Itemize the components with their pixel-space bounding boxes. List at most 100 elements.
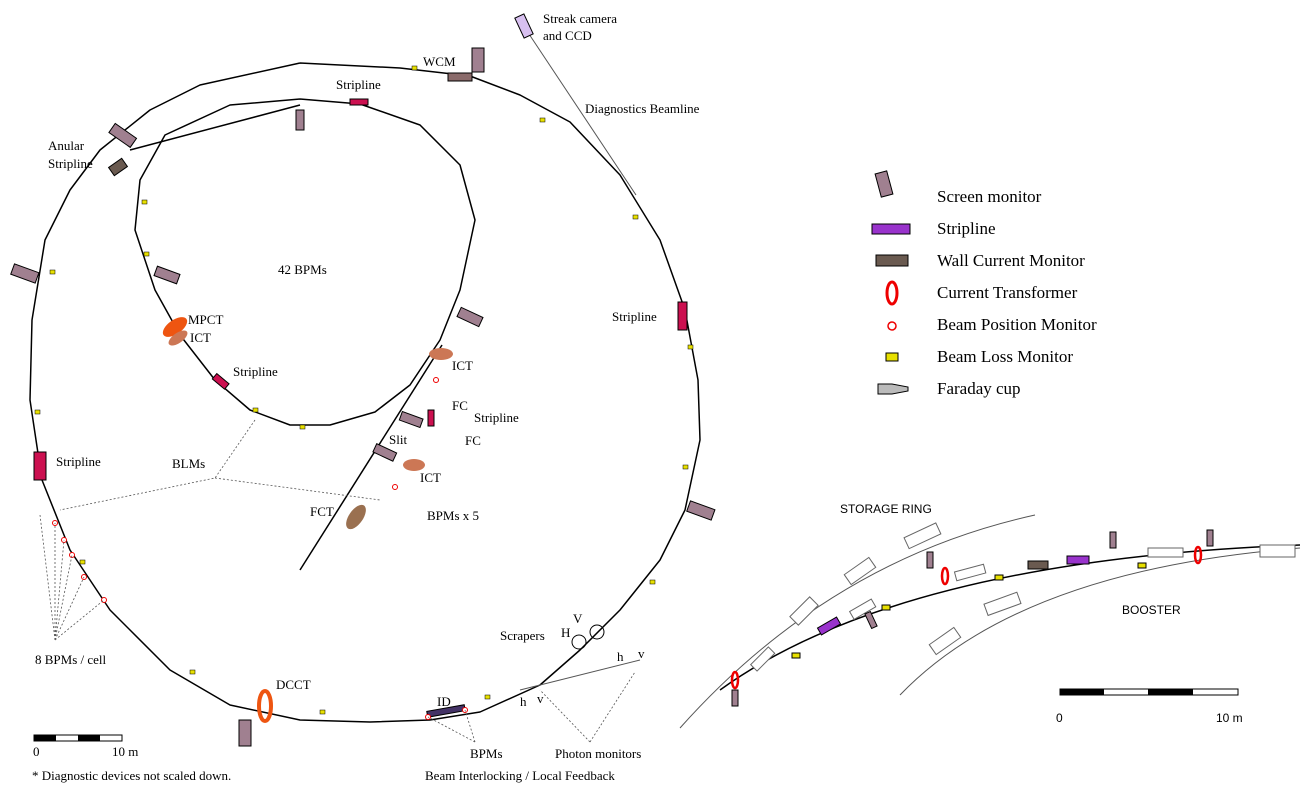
- label: v: [638, 646, 645, 661]
- beam-loss-monitors: [34, 65, 694, 715]
- screen-monitor: [456, 306, 484, 328]
- legend-icon: [877, 383, 909, 395]
- screen-monitor: [295, 109, 305, 131]
- screen-monitor: [10, 263, 40, 284]
- ict: [403, 459, 425, 471]
- label: v: [537, 691, 544, 706]
- label: h: [617, 649, 624, 664]
- legend-icon: [885, 280, 899, 306]
- label: V: [573, 611, 583, 626]
- scraper-v: [589, 624, 605, 640]
- mpct: [162, 317, 188, 337]
- label: MPCT: [188, 312, 223, 327]
- legend-icon: [885, 352, 899, 362]
- label: h: [520, 694, 527, 709]
- label: WCM: [423, 54, 456, 69]
- screen-monitor: [372, 443, 398, 462]
- inset-label: STORAGE RING: [840, 502, 932, 516]
- label: FC: [452, 398, 468, 413]
- fct: [346, 504, 366, 530]
- transfer-line: [299, 344, 443, 571]
- label: Stripline: [56, 454, 101, 469]
- storage-ring: [29, 62, 701, 723]
- inset-beamline: [719, 544, 1301, 691]
- legend-icon: [887, 321, 897, 331]
- legend-label: Wall Current Monitor: [937, 251, 1085, 270]
- legend-label: Beam Loss Monitor: [937, 347, 1073, 366]
- legend-icon: [875, 254, 909, 267]
- dcct: [257, 689, 273, 723]
- screen-monitors: [10, 47, 716, 747]
- screen-monitor: [238, 719, 252, 747]
- stripline: [349, 98, 369, 106]
- screen-monitor: [108, 122, 138, 149]
- inset: STORAGE RING BOOSTER 0 10 m: [679, 502, 1301, 729]
- label: ICT: [420, 470, 441, 485]
- legend: Screen monitor Stripline Wall Current Mo…: [871, 170, 1097, 398]
- label: Stripline: [474, 410, 519, 425]
- label: BLMs: [172, 456, 205, 471]
- label: H: [561, 625, 570, 640]
- legend-icon: [874, 170, 894, 198]
- ict: [168, 330, 188, 346]
- stripline: [33, 451, 47, 481]
- label: Diagnostics Beamline: [585, 101, 700, 116]
- legend-label: Screen monitor: [937, 187, 1042, 206]
- label: Stripline: [612, 309, 657, 324]
- inset-scale-start: 0: [1056, 711, 1063, 725]
- label: ID: [437, 694, 451, 709]
- booster-ring: [134, 98, 476, 426]
- label: Stripline: [233, 364, 278, 379]
- label: Stripline: [336, 77, 381, 92]
- inset-scale-end: 10 m: [1216, 711, 1243, 725]
- stripline: [677, 301, 688, 331]
- scraper-h: [571, 634, 587, 650]
- stripline: [211, 372, 230, 390]
- transfer-line-2: [129, 104, 301, 151]
- legend-label: Stripline: [937, 219, 996, 238]
- label: 8 BPMs / cell: [35, 652, 107, 667]
- photon-beamline: [519, 659, 641, 691]
- label: and CCD: [543, 28, 592, 43]
- scale-end: 10 m: [112, 744, 138, 759]
- label: ICT: [190, 330, 211, 345]
- label: DCCT: [276, 677, 311, 692]
- inset-label: BOOSTER: [1122, 603, 1181, 617]
- legend-label: Beam Position Monitor: [937, 315, 1097, 334]
- label: Photon monitors: [555, 746, 641, 761]
- label: ICT: [452, 358, 473, 373]
- legend-icon: [871, 223, 911, 235]
- screen-monitor: [153, 265, 181, 285]
- label: Beam Interlocking / Local Feedback: [425, 768, 615, 783]
- inset-magnets: [749, 522, 1296, 672]
- screen-monitor: [471, 47, 485, 73]
- label: Slit: [389, 432, 407, 447]
- label: Anular: [48, 138, 85, 153]
- screen-monitor: [398, 410, 424, 429]
- bpms: [52, 377, 468, 720]
- label: FC: [465, 433, 481, 448]
- label: Stripline: [48, 156, 93, 171]
- label: BPMs: [470, 746, 503, 761]
- label: 42 BPMs: [278, 262, 327, 277]
- scale-bar: [33, 734, 123, 742]
- legend-label: Current Transformer: [937, 283, 1078, 302]
- inset-booster: [899, 547, 1301, 696]
- screen-monitor: [686, 500, 716, 521]
- wcm: [447, 72, 473, 82]
- annular-stripline: [107, 157, 129, 177]
- scale-start: 0: [33, 744, 40, 759]
- footnote: * Diagnostic devices not scaled down.: [32, 768, 231, 783]
- inset-storage-ring: [679, 514, 1036, 729]
- label: FCT: [310, 504, 334, 519]
- ict: [429, 348, 453, 360]
- leader-lines: [39, 419, 636, 743]
- label: Scrapers: [500, 628, 545, 643]
- legend-label: Faraday cup: [937, 379, 1021, 398]
- label: Streak camera: [543, 11, 617, 26]
- stripline: [427, 409, 435, 427]
- label: BPMs x 5: [427, 508, 479, 523]
- diagnostics-beamline: [524, 27, 637, 196]
- streak-camera: [514, 13, 534, 39]
